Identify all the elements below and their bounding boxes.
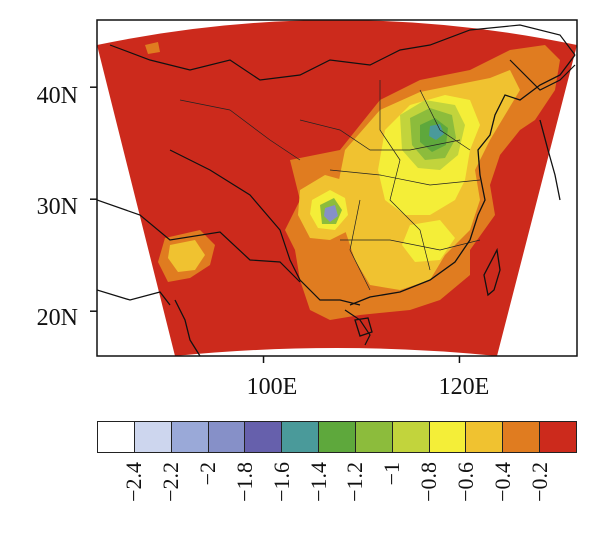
contour-teal-north-china xyxy=(429,124,444,140)
colorbar-swatch xyxy=(171,422,209,452)
colorbar-swatch xyxy=(134,422,172,452)
colorbar-label: −0.2 xyxy=(527,462,553,502)
contour-orange-small-north xyxy=(145,42,160,54)
colorbar-swatch xyxy=(466,422,504,452)
lon-tick-label-120e: 120E xyxy=(438,374,490,400)
colorbar-label: −0.8 xyxy=(416,462,442,502)
colorbar xyxy=(97,421,577,453)
colorbar-label: −0.4 xyxy=(490,462,516,502)
contour-blue-sichuan xyxy=(324,205,338,222)
colorbar-swatch xyxy=(319,422,356,452)
colorbar-swatch xyxy=(282,422,320,452)
colorbar-label: −1.2 xyxy=(342,462,368,502)
contour-yellow-south xyxy=(402,220,455,262)
colorbar-swatch xyxy=(392,422,430,452)
colorbar-swatch xyxy=(245,422,283,452)
lat-tick-label-20n: 20N xyxy=(36,305,78,331)
colorbar-label: −1.4 xyxy=(305,462,331,502)
colorbar-swatch xyxy=(540,422,576,452)
lat-tick-label-40n: 40N xyxy=(36,83,78,109)
colorbar-swatch xyxy=(98,422,135,452)
colorbar-swatch xyxy=(355,422,393,452)
colorbar-label: −1.6 xyxy=(268,462,294,502)
colorbar-label: −1.8 xyxy=(231,462,257,502)
plot-frame xyxy=(96,19,578,357)
colorbar-swatch xyxy=(208,422,246,452)
coastline xyxy=(97,54,576,356)
axis-ticks xyxy=(90,86,461,363)
colorbar-label: −2.4 xyxy=(120,462,146,502)
country-borders xyxy=(97,24,576,346)
colorbar-label: −0.6 xyxy=(453,462,479,502)
lat-tick-label-30n: 30N xyxy=(36,194,78,220)
colorbar-label: −2.2 xyxy=(157,462,183,502)
province-borders xyxy=(179,80,481,291)
colorbar-swatch xyxy=(503,422,541,452)
colorbar-label: −2 xyxy=(194,462,220,486)
contour-amber-west xyxy=(168,240,205,272)
colorbar-label: −1 xyxy=(379,462,405,486)
colorbar-swatch xyxy=(429,422,467,452)
lon-tick-label-100e: 100E xyxy=(246,374,298,400)
